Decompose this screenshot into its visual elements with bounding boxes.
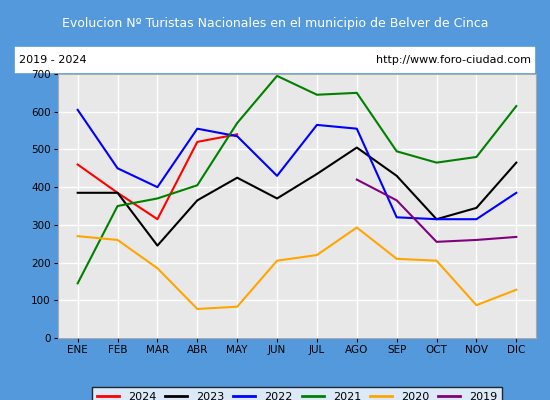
Text: 2019 - 2024: 2019 - 2024 xyxy=(19,55,86,65)
Text: http://www.foro-ciudad.com: http://www.foro-ciudad.com xyxy=(376,55,531,65)
Text: Evolucion Nº Turistas Nacionales en el municipio de Belver de Cinca: Evolucion Nº Turistas Nacionales en el m… xyxy=(62,16,488,30)
Legend: 2024, 2023, 2022, 2021, 2020, 2019: 2024, 2023, 2022, 2021, 2020, 2019 xyxy=(92,388,502,400)
